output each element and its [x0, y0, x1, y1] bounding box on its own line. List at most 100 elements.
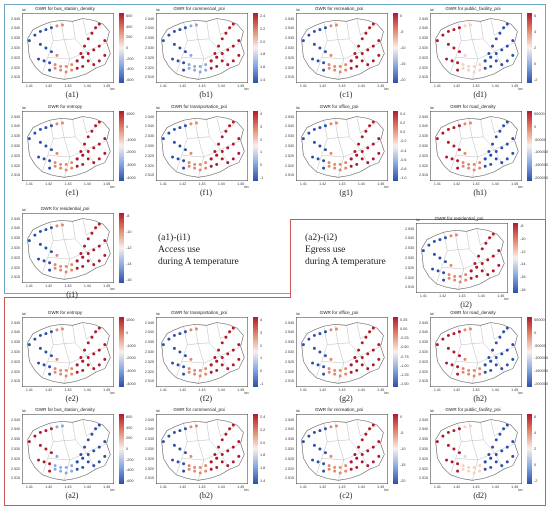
station-point [355, 153, 359, 157]
station-point [48, 268, 52, 272]
station-point [469, 276, 473, 280]
y-tick-label: 2.540 [11, 226, 20, 231]
station-point [38, 443, 42, 447]
colorbar [119, 13, 124, 83]
station-point [61, 121, 64, 125]
station-point [64, 368, 68, 372]
colorbar-tick-label: -200000 [534, 176, 548, 181]
colorbar-tick-labels: 2.4 2.2 2.0 1.8 1.6 1.4 [260, 414, 280, 484]
district-boundary [480, 422, 504, 470]
station-point [472, 162, 476, 166]
station-point [458, 274, 462, 278]
egress-frame-bottom [4, 505, 546, 506]
station-point [371, 363, 375, 367]
x-tick-labels: 1.41 1.42 1.43 1.44 1.45 [296, 388, 388, 393]
y-tick-label: 2.540 [11, 26, 20, 31]
district-boundary [60, 324, 71, 384]
station-point [338, 162, 342, 166]
district-boundary [216, 18, 238, 36]
station-point [478, 161, 482, 165]
station-point [494, 438, 498, 442]
colorbar-tick-label: 0 [126, 447, 129, 451]
panel-title: GWR for bus_station_density [35, 407, 95, 412]
district-boundary [82, 218, 104, 236]
y-tick-labels: 2.545 2.540 2.535 2.530 2.525 2.520 2.515 [8, 414, 21, 484]
station-point [187, 164, 191, 168]
y-tick-label: 2.515 [145, 476, 154, 481]
station-point [215, 162, 219, 166]
y-tick-labels: 2.545 2.540 2.535 2.530 2.525 2.520 2.515 [8, 317, 21, 387]
station-point [355, 64, 359, 68]
station-point [494, 150, 498, 153]
district-boundary [490, 116, 512, 134]
colorbar-tick-label: -0.6 [400, 157, 407, 162]
colorbar-tick-label: -20 [400, 479, 406, 484]
district-boundary [316, 120, 328, 172]
station-point [458, 280, 462, 284]
station-point [44, 144, 48, 148]
station-point [103, 343, 107, 347]
egress-frame-top [290, 219, 546, 220]
station-point [167, 131, 171, 135]
y-tick-label: 2.520 [145, 466, 154, 471]
station-point [511, 53, 515, 57]
station-point [61, 223, 64, 227]
colorbar-tick-label: -1 [260, 176, 264, 181]
colorbar-tick-label: -10 [400, 447, 406, 451]
station-point [64, 465, 68, 469]
lon-axis-label: lon [244, 391, 249, 395]
y-tick-label: 2.535 [285, 134, 294, 139]
station-point [371, 157, 375, 161]
station-point [491, 44, 495, 48]
station-point [59, 166, 63, 170]
district-boundary [356, 419, 378, 437]
district-boundary [47, 140, 107, 158]
colorbar-tick-labels: 50000 0 -50000 -100000 -150000 -200000 [534, 111, 550, 181]
station-point [463, 425, 467, 429]
lon-axis-label: lon [518, 185, 523, 189]
station-point [161, 137, 165, 141]
station-point [301, 137, 305, 141]
map-svg [22, 317, 114, 387]
station-point [59, 64, 63, 68]
colorbar-tick-label: -100000 [534, 150, 548, 155]
y-tick-label: 2.520 [285, 466, 294, 471]
colorbar-tick-labels: 6 4 2 0 -2 [534, 414, 550, 484]
y-tick-label: 2.525 [145, 359, 154, 364]
station-point [457, 148, 461, 152]
district-boundary [176, 22, 188, 74]
colorbar-tick-label: -15 [400, 62, 406, 67]
station-point [360, 341, 364, 345]
district-boundary [187, 38, 210, 41]
colorbar-tick-label: 600 [126, 414, 133, 419]
district-boundary [327, 439, 350, 442]
station-point [49, 250, 53, 254]
x-tick-label: 1.41 [25, 284, 33, 288]
y-tick-label: 2.540 [145, 330, 154, 335]
district-boundary [82, 419, 104, 437]
x-tick-label: 1.44 [83, 182, 91, 186]
map-panel-c1: GWR for recreation_poi lat 2.545 2.540 2.535… [282, 6, 410, 102]
station-point [327, 164, 331, 168]
station-point [453, 278, 457, 282]
station-point [446, 430, 450, 434]
district-boundary [441, 252, 501, 270]
station-point [90, 129, 94, 133]
station-point [366, 63, 370, 67]
lon-axis-label: lon [384, 185, 389, 189]
y-tick-label: 2.535 [145, 340, 154, 345]
x-tick-label: 1.42 [179, 84, 187, 88]
y-tick-label: 2.525 [145, 153, 154, 158]
station-point [505, 59, 509, 63]
station-point [86, 237, 90, 241]
x-tick-label: 1.43 [198, 485, 206, 489]
station-point [213, 52, 217, 56]
colorbar-tick-label: -16 [126, 278, 132, 283]
station-point [48, 261, 52, 265]
colorbar-tick-label: -1000 [126, 343, 136, 348]
station-point [182, 61, 186, 65]
x-tick-label: 1.44 [83, 485, 91, 489]
station-point [322, 61, 326, 65]
district-boundary [72, 21, 96, 69]
station-point [48, 166, 52, 170]
